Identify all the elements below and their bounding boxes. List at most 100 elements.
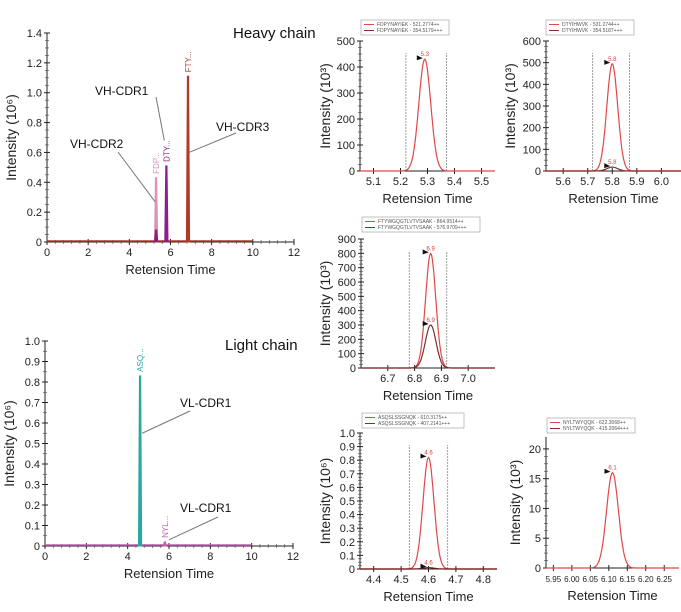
y-axis-label: Intensity (10³) bbox=[317, 63, 333, 149]
y-tick-label: 15 bbox=[529, 474, 541, 486]
chart-light: 0 0.1 0.2 0.3 0.4 0.5 0.6 0.7 0.8 0.9 1.0 0 2 4 6 8 10 12… bbox=[1, 336, 299, 581]
x-tick-label: 4 bbox=[126, 247, 132, 259]
legend-box bbox=[545, 19, 635, 36]
x-tick-label: 4.4 bbox=[366, 574, 381, 586]
peak-nyl- bbox=[162, 541, 168, 547]
legend-entry: FTYWGQGTLVTVSAAK - 576.9709+++ bbox=[378, 225, 466, 231]
chart-title: Light chain bbox=[225, 337, 298, 354]
x-axis-label: Retension Time bbox=[383, 589, 473, 604]
x-tick-label: 7.0 bbox=[461, 373, 476, 385]
peak-dty- bbox=[164, 165, 169, 243]
x-tick-label: 6.15 bbox=[619, 575, 635, 584]
legend-entry: FDPYNAYIEK - 354.5179+++ bbox=[377, 28, 442, 34]
y-tick-label: 0.6 bbox=[25, 418, 40, 430]
apex-marker-icon bbox=[420, 563, 427, 569]
legend-entry: NYLTWYQQK - 622.3068++ bbox=[563, 420, 626, 426]
x-tick-label: 5.5 bbox=[474, 176, 489, 188]
y-tick-label: 1.2 bbox=[27, 58, 42, 70]
y-tick-label: 10 bbox=[529, 503, 541, 515]
chart-dty: 0 100 200 300 400 500 600 5.6 5.7 5.8 5.9 6.0 Retens… bbox=[502, 19, 681, 206]
x-tick-label: 6.25 bbox=[656, 575, 672, 584]
x-tick-label: 8 bbox=[209, 247, 215, 259]
y-tick-label: 0.2 bbox=[340, 537, 355, 549]
x-tick-label: 4.6 bbox=[421, 574, 436, 586]
chart-nyl: 0 5 10 15 20 5.95 6.00 6.05 6.10 6.15 6.20 6.25 Rete… bbox=[507, 417, 679, 603]
apex-label: 6.9 bbox=[427, 318, 436, 324]
y-tick-label: 20 bbox=[529, 444, 541, 456]
y-tick-label: 0 bbox=[34, 541, 40, 553]
peak-tag: ASQ... bbox=[136, 348, 145, 372]
y-axis-label: Intensity (10⁶) bbox=[3, 94, 19, 181]
y-tick-label: 0.9 bbox=[340, 442, 355, 454]
y-tick-label: 300 bbox=[338, 320, 356, 332]
x-tick-label: 0 bbox=[44, 247, 50, 259]
legend-box bbox=[361, 216, 481, 233]
apex-marker-icon bbox=[604, 59, 611, 65]
y-tick-label: 1.4 bbox=[27, 28, 42, 40]
x-tick-label: 2 bbox=[85, 247, 91, 259]
annotation-leader bbox=[117, 151, 156, 202]
x-tick-label: 6.05 bbox=[583, 575, 599, 584]
apex-marker-icon bbox=[420, 453, 427, 459]
y-tick-label: 400 bbox=[337, 62, 355, 74]
x-tick-label: 10 bbox=[247, 247, 259, 259]
x-tick-label: 8 bbox=[207, 551, 213, 563]
x-tick-label: 5.7 bbox=[580, 176, 595, 188]
legend-entry: DTYIHWVK - 531.2744++ bbox=[562, 22, 620, 28]
x-tick-label: 6.10 bbox=[601, 575, 617, 584]
x-axis-label: Retension Time bbox=[383, 388, 473, 403]
y-tick-label: 5 bbox=[535, 533, 541, 545]
annotation-leader bbox=[141, 410, 191, 434]
x-tick-label: 6.7 bbox=[380, 373, 395, 385]
trace-line bbox=[361, 324, 495, 369]
x-tick-label: 5.4 bbox=[447, 176, 462, 188]
chart-fdp: 0 100 200 300 400 500 5.1 5.2 5.3 5.4 5.5Retension… bbox=[317, 19, 495, 206]
y-tick-label: 600 bbox=[338, 277, 356, 289]
peak-tag: NYL... bbox=[161, 516, 170, 538]
y-axis-label: Intensity (10³) bbox=[507, 460, 523, 546]
x-tick-label: 6.8 bbox=[407, 373, 422, 385]
x-tick-label: 6.20 bbox=[638, 575, 654, 584]
y-axis-label: Intensity (10⁶) bbox=[317, 458, 333, 545]
x-axis-label: Retension Time bbox=[125, 262, 215, 277]
trace-line bbox=[360, 58, 495, 172]
annotation-leader bbox=[155, 96, 165, 141]
peak-fty- bbox=[185, 75, 191, 243]
y-tick-label: 800 bbox=[338, 248, 356, 260]
legend-entry: DTYIHWVK - 354.5187+++ bbox=[562, 28, 623, 34]
y-tick-label: 0.6 bbox=[27, 147, 42, 159]
trace-line bbox=[546, 63, 681, 172]
legend-box bbox=[546, 417, 636, 434]
y-tick-label: 0 bbox=[350, 363, 356, 375]
apex-marker-icon bbox=[422, 321, 429, 326]
x-tick-label: 5.1 bbox=[366, 176, 381, 188]
apex-label: 5.8 bbox=[608, 160, 617, 166]
y-tick-label: 0 bbox=[535, 166, 541, 178]
trace-line bbox=[361, 252, 495, 369]
peak-tag: DTY... bbox=[162, 140, 171, 162]
y-tick-label: 0.6 bbox=[340, 482, 355, 494]
apex-marker-icon bbox=[416, 55, 423, 61]
trace-line bbox=[546, 166, 681, 172]
y-tick-label: 700 bbox=[338, 263, 356, 275]
x-tick-label: 2 bbox=[83, 551, 89, 563]
trace-line bbox=[360, 456, 497, 570]
y-tick-label: 400 bbox=[338, 306, 356, 318]
y-tick-label: 300 bbox=[337, 88, 355, 100]
chart-title: Heavy chain bbox=[233, 25, 316, 42]
apex-label: 6.9 bbox=[427, 246, 436, 252]
y-tick-label: 0 bbox=[349, 564, 355, 576]
y-tick-label: 0.2 bbox=[27, 207, 42, 219]
y-tick-label: 500 bbox=[337, 36, 355, 48]
y-tick-label: 0.5 bbox=[340, 496, 355, 508]
legend-entry: FTYWGQGTLVTVSAAK - 864.9514++ bbox=[378, 219, 464, 225]
apex-label: 4.6 bbox=[424, 450, 433, 456]
y-tick-label: 1.0 bbox=[25, 336, 40, 348]
x-axis-label: Retension Time bbox=[124, 566, 214, 581]
chart-asq: 0 0.10.2 0.30.4 0.5 0.60.7 0.80.9 1.0 4.4 4.5 4.6… bbox=[317, 412, 497, 604]
y-tick-label: 0.7 bbox=[25, 398, 40, 410]
y-tick-label: 900 bbox=[338, 234, 356, 246]
x-tick-label: 6 bbox=[167, 247, 173, 259]
apex-label: 6.1 bbox=[608, 466, 617, 472]
